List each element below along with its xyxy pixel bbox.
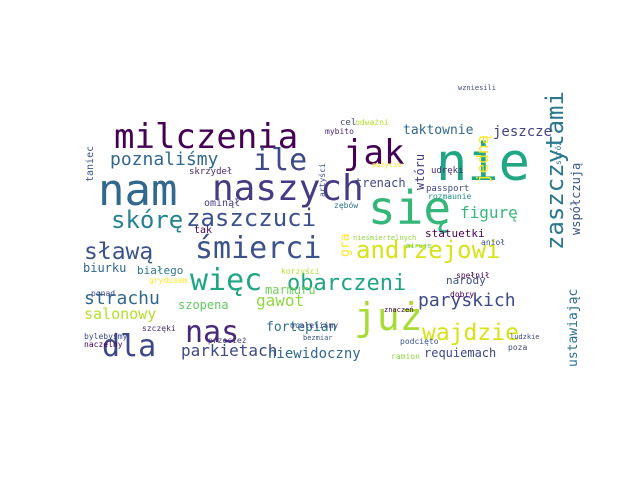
word-51: pożycie (372, 161, 402, 169)
word-62: korzyści (281, 266, 320, 276)
word-72: bylebyśmy (84, 331, 128, 341)
word-15: andrzejowi (356, 236, 501, 264)
word-54: odważni (355, 118, 389, 127)
word-10: dla (102, 329, 156, 364)
word-73: naczelny (84, 340, 123, 349)
word-11: nas (185, 315, 239, 350)
word-20: strachu (84, 288, 160, 309)
word-57: nieśmiertelnych (353, 234, 416, 242)
word-30: fortepian (266, 320, 336, 335)
word-2: nam (98, 165, 177, 216)
word-26: jedną (473, 135, 492, 183)
word-47: udręki (431, 166, 464, 176)
word-25: taktownie (403, 123, 474, 138)
word-7: już (354, 295, 423, 339)
word-29: salonowy (84, 305, 156, 323)
word-46: skrzydeł (189, 167, 232, 177)
word-71: szczęki (142, 324, 176, 333)
word-56: zębów (334, 200, 358, 210)
word-21: paryskich (418, 290, 516, 311)
word-40: statuetki (425, 227, 485, 240)
word-50: stróż (553, 141, 563, 165)
word-23: niewidoczny (268, 346, 361, 362)
word-63: znaczeń (384, 306, 414, 314)
word-4: milczenia (114, 117, 298, 157)
word-12: zaszczuci (186, 204, 316, 232)
word-53: cel (340, 118, 356, 128)
word-17: wajdzie (422, 320, 519, 346)
word-60: dobry (450, 290, 474, 299)
word-32: ustawiając (566, 289, 581, 367)
word-34: trenach (355, 176, 406, 190)
word-1: się (368, 181, 451, 235)
word-43: taniec (85, 146, 96, 182)
word-66: poza (508, 343, 527, 352)
word-28: gawot (256, 291, 304, 310)
word-74: wzniesili (458, 84, 496, 92)
word-18: zaszczytami (541, 91, 569, 250)
word-42: białego (137, 264, 183, 277)
word-61: ocaleliśmy (290, 320, 338, 330)
word-6: ile (253, 143, 307, 178)
word-58: anioł (481, 238, 505, 247)
word-3: naszych (212, 168, 364, 209)
word-67: ludzkie (510, 333, 540, 341)
word-35: wtóru (413, 154, 427, 190)
word-24: jeszcze (493, 124, 552, 140)
word-75: miruje (406, 242, 431, 250)
word-68: przecież (208, 336, 247, 345)
word-33: współczują (569, 163, 583, 235)
word-8: śmierci (195, 231, 321, 266)
word-48: passport (426, 184, 469, 194)
word-70: ponad (91, 289, 115, 298)
word-38: szopena (178, 298, 229, 312)
word-27: figurę (460, 203, 518, 222)
word-64: podcięto (400, 337, 439, 346)
word-69: bezmiar (303, 334, 333, 342)
word-52: mybito (325, 127, 354, 136)
word-44: tak (194, 225, 212, 236)
word-49: rozmaunie (428, 192, 472, 201)
word-13: skórę (111, 206, 183, 234)
word-22: parkietach (181, 341, 277, 360)
word-45: ominął (204, 198, 240, 209)
word-5: jak (343, 133, 404, 173)
word-19: poznaliśmy (110, 149, 219, 170)
word-9: więc (190, 263, 262, 298)
word-59: spełnił (456, 271, 490, 280)
word-76: grydusem (149, 276, 188, 285)
word-39: narody (446, 274, 486, 287)
word-16: obarczeni (287, 271, 406, 296)
word-0: nie (436, 133, 530, 193)
word-37: marmuru (265, 283, 316, 297)
word-31: requiemach (424, 346, 496, 360)
word-36: gra (338, 234, 353, 257)
word-65: ramion (391, 352, 420, 361)
word-14: sławą (84, 239, 153, 265)
word-55: artyści (317, 163, 327, 197)
word-41: biurku (83, 261, 126, 275)
